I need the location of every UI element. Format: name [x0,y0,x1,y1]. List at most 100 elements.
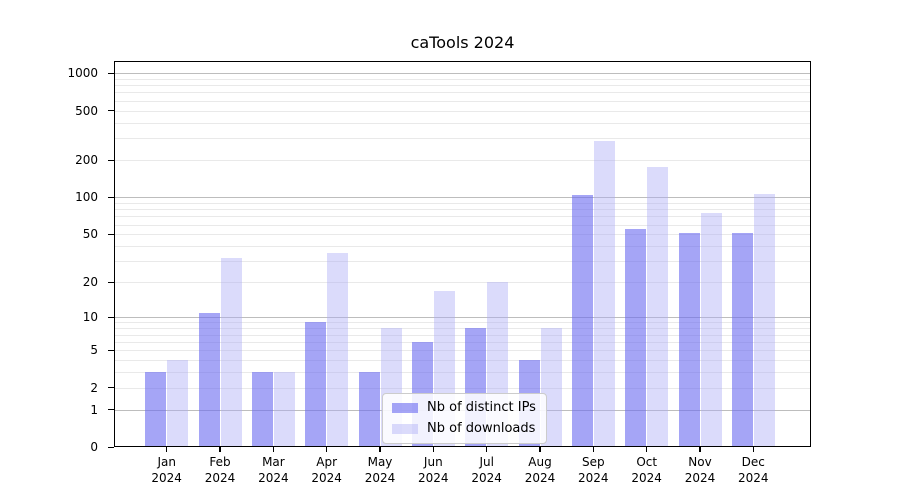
gridline-800 [114,85,811,87]
x-tick-year-dec: 2024 [738,471,769,485]
y-tick-label-50: 50 [82,227,98,242]
chart-title: caTools 2024 [410,33,515,52]
x-tick-year-nov: 2024 [684,471,716,485]
x-tick-year-aug: 2024 [524,471,556,485]
gridline-9 [114,322,811,324]
legend-item-downloads: Nb of downloads [392,420,536,437]
x-tick-month-may: May [367,455,393,469]
y-tick-label-500: 500 [75,103,98,118]
y-tick-mark-1000 [108,72,114,74]
x-tick-mark-aug [539,447,541,452]
bars-layer [114,61,811,447]
x-tick-year-jan: 2024 [151,471,182,485]
gridline-90 [114,202,811,204]
x-tick-year-mar: 2024 [258,471,289,485]
x-tick-label-dec: Dec 2024 [725,454,781,486]
x-tick-mark-dec [752,447,754,452]
legend: Nb of distinct IPs Nb of downloads [382,393,547,444]
x-tick-mark-sep [592,447,594,452]
gridline-60 [114,224,811,226]
x-tick-label-may: May 2024 [352,454,408,486]
gridline-20 [114,282,811,284]
bar-distinct-ips-feb [198,312,220,447]
bar-downloads-sep [593,141,615,447]
y-tick-mark-50 [108,233,114,235]
x-tick-label-sep: Sep 2024 [565,454,621,486]
x-tick-label-nov: Nov 2024 [672,454,728,486]
bar-distinct-ips-apr [305,322,327,447]
x-tick-mark-jul [486,447,488,452]
x-tick-year-jul: 2024 [471,471,502,485]
y-tick-label-1: 1 [90,402,98,417]
legend-label-distinct-ips: Nb of distinct IPs [427,400,536,415]
x-tick-month-feb: Feb [209,455,231,469]
gridline-400 [114,122,811,124]
x-axis: Jan 2024 Feb 2024 Mar 2024 Apr 2024 May 2024 Jun 20… [114,447,811,500]
legend-item-distinct-ips: Nb of distinct IPs [392,399,536,416]
x-tick-year-apr: 2024 [311,471,342,485]
x-tick-month-jan: Jan [157,455,176,469]
y-tick-label-20: 20 [82,275,98,290]
gridline-700 [114,92,811,94]
bar-downloads-feb [220,257,242,447]
y-tick-mark-10 [108,316,114,318]
gridline-600 [114,100,811,102]
x-tick-year-may: 2024 [364,471,396,485]
x-tick-label-jun: Jun 2024 [405,454,461,486]
y-tick-label-2: 2 [90,380,98,395]
x-tick-mark-jan [166,447,168,452]
y-tick-mark-500 [108,110,114,112]
x-tick-label-oct: Oct 2024 [619,454,675,486]
y-tick-mark-100 [108,196,114,198]
x-tick-month-sep: Sep [581,455,605,469]
x-tick-month-aug: Aug [528,455,552,469]
y-tick-mark-2 [108,387,114,389]
x-tick-month-mar: Mar [262,455,285,469]
bar-distinct-ips-oct [625,229,647,447]
y-tick-label-0: 0 [90,440,98,454]
bar-downloads-apr [327,253,349,447]
gridline-80 [114,209,811,211]
x-tick-label-feb: Feb 2024 [192,454,248,486]
x-tick-mark-nov [699,447,701,452]
bar-distinct-ips-sep [571,195,593,447]
legend-swatch-distinct-ips [392,402,418,413]
gridline-500 [114,110,811,112]
legend-swatch-downloads [392,423,418,434]
x-tick-label-jul: Jul 2024 [459,454,515,486]
y-tick-mark-5 [108,349,114,351]
x-tick-label-aug: Aug 2024 [512,454,568,486]
x-tick-mark-mar [272,447,275,452]
gridline-10 [114,317,811,319]
gridline-300 [114,138,811,140]
bar-downloads-jan [167,359,189,447]
bar-downloads-mar [273,372,295,447]
y-tick-mark-1 [108,409,114,411]
y-tick-mark-20 [108,281,114,283]
y-tick-label-10: 10 [82,310,98,325]
y-axis: 0 1 2 5 10 20 50 100 200 500 1000 [0,61,114,454]
gridline-30 [114,261,811,263]
bar-distinct-ips-nov [678,233,700,447]
x-tick-label-mar: Mar 2024 [245,454,301,486]
x-tick-month-jun: Jun [423,455,443,469]
y-tick-mark-200 [108,159,114,161]
bar-distinct-ips-jan [145,372,167,447]
bar-distinct-ips-mar [251,372,273,447]
y-tick-label-1000: 1000 [67,66,98,81]
x-tick-month-dec: Dec [741,455,765,469]
x-tick-month-apr: Apr [316,455,338,469]
y-tick-label-5: 5 [90,343,98,357]
gridline-8 [114,328,811,330]
x-tick-month-jul: Jul [479,455,494,469]
y-tick-mark-0 [108,446,114,448]
x-tick-year-oct: 2024 [631,471,662,485]
gridline-200 [114,160,811,161]
gridline-50 [114,234,811,236]
y-tick-label-100: 100 [75,190,98,205]
gridline-5 [114,350,811,351]
gridline-6 [114,341,811,343]
x-tick-year-sep: 2024 [578,471,609,485]
x-tick-mark-jun [432,447,434,452]
